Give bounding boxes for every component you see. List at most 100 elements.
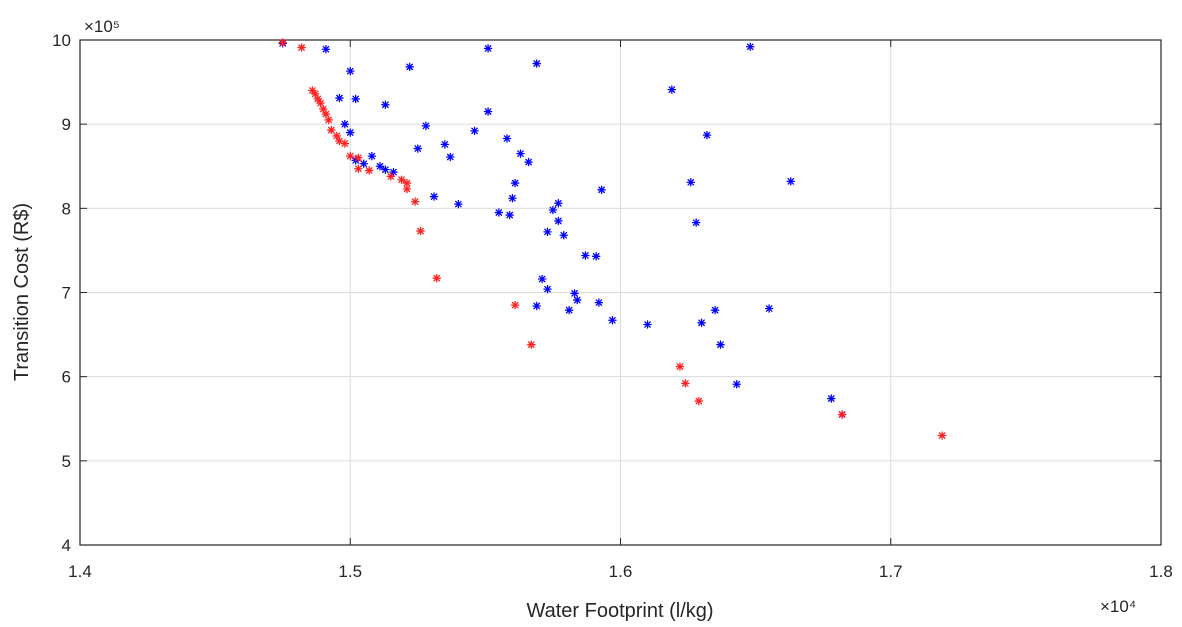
data-point	[321, 109, 331, 119]
data-point	[543, 227, 552, 237]
data-point	[454, 199, 463, 209]
data-point	[345, 151, 355, 161]
y-axis-label: Transition Cost (R$)	[11, 203, 33, 381]
x-tick-label: 1.6	[609, 562, 633, 581]
data-point	[340, 139, 350, 148]
data-point	[381, 165, 390, 174]
data-point	[354, 153, 363, 163]
data-point	[510, 300, 520, 310]
data-point	[837, 410, 847, 419]
data-point	[483, 44, 493, 53]
data-point	[381, 100, 390, 110]
data-point	[581, 251, 590, 260]
data-point	[694, 396, 704, 406]
data-point	[359, 159, 369, 168]
data-point	[543, 284, 552, 294]
data-point	[564, 305, 574, 315]
data-point	[691, 218, 701, 227]
data-point	[537, 274, 547, 284]
grid-lines	[80, 40, 1161, 545]
data-point	[732, 379, 741, 389]
data-point	[591, 252, 601, 261]
data-point	[594, 298, 604, 307]
x-tick-labels: 1.4 1.5 1.6 1.7 1.8	[68, 562, 1173, 581]
data-points	[278, 38, 947, 440]
y-tick-label: 10	[52, 31, 71, 50]
data-point	[686, 177, 696, 187]
data-point	[608, 316, 617, 325]
data-point	[516, 149, 525, 158]
data-point	[532, 301, 541, 311]
y-tick-label: 8	[62, 199, 71, 218]
data-point	[786, 177, 796, 186]
data-point	[345, 128, 355, 137]
data-point	[532, 59, 541, 68]
y-tick-labels: 4 5 6 7 8 9 10	[52, 31, 71, 555]
data-point	[364, 166, 374, 175]
data-point	[827, 394, 836, 403]
data-point	[421, 121, 431, 131]
data-point	[327, 125, 336, 135]
data-point	[316, 98, 325, 108]
y-tick-label: 6	[62, 368, 71, 387]
data-point	[429, 192, 439, 201]
data-point	[597, 185, 606, 195]
data-point	[716, 340, 725, 349]
data-point	[527, 340, 536, 349]
data-point	[667, 85, 677, 94]
data-point	[745, 42, 755, 51]
x-tick-label: 1.8	[1149, 562, 1173, 581]
data-point	[375, 161, 385, 171]
y-tick-label: 5	[62, 452, 71, 471]
data-point	[445, 152, 455, 162]
data-point	[681, 379, 690, 388]
data-point	[386, 172, 396, 181]
y-exponent-label: ×10⁵	[84, 17, 120, 36]
data-point	[502, 134, 512, 143]
data-point	[470, 126, 479, 136]
x-exponent-label: ×10⁴	[1100, 597, 1136, 616]
data-point	[354, 164, 363, 174]
data-point	[483, 107, 493, 116]
data-point	[432, 273, 441, 283]
data-point	[410, 197, 420, 206]
data-point	[335, 136, 344, 146]
data-point	[310, 89, 320, 99]
data-point	[405, 62, 414, 72]
y-tick-label: 9	[62, 115, 71, 134]
data-point	[321, 45, 331, 54]
data-point	[697, 318, 706, 328]
data-point	[554, 199, 563, 208]
y-tick-label: 4	[62, 536, 71, 555]
data-point	[675, 362, 685, 371]
data-point	[335, 93, 344, 103]
data-point	[278, 38, 287, 47]
data-point	[351, 94, 360, 104]
y-tick-label: 7	[62, 284, 71, 303]
x-tick-label: 1.7	[879, 562, 903, 581]
data-point	[643, 320, 652, 329]
data-point	[397, 175, 406, 184]
data-point	[508, 193, 517, 203]
data-point	[548, 205, 558, 215]
data-point	[297, 43, 306, 52]
data-point	[367, 151, 377, 161]
data-point	[324, 115, 333, 125]
data-point	[559, 231, 568, 240]
data-point	[413, 144, 423, 153]
data-point	[710, 305, 720, 315]
data-point	[510, 178, 520, 188]
data-point	[554, 216, 563, 226]
data-point	[505, 210, 514, 220]
data-point	[332, 131, 341, 141]
data-point	[402, 184, 412, 194]
data-point	[340, 119, 350, 129]
data-point	[937, 431, 947, 440]
data-point	[573, 295, 582, 305]
data-point	[416, 226, 425, 236]
data-point	[570, 289, 579, 298]
data-point	[440, 140, 450, 149]
data-point	[764, 304, 774, 313]
x-axis-label: Water Footprint (l/kg)	[526, 600, 713, 622]
